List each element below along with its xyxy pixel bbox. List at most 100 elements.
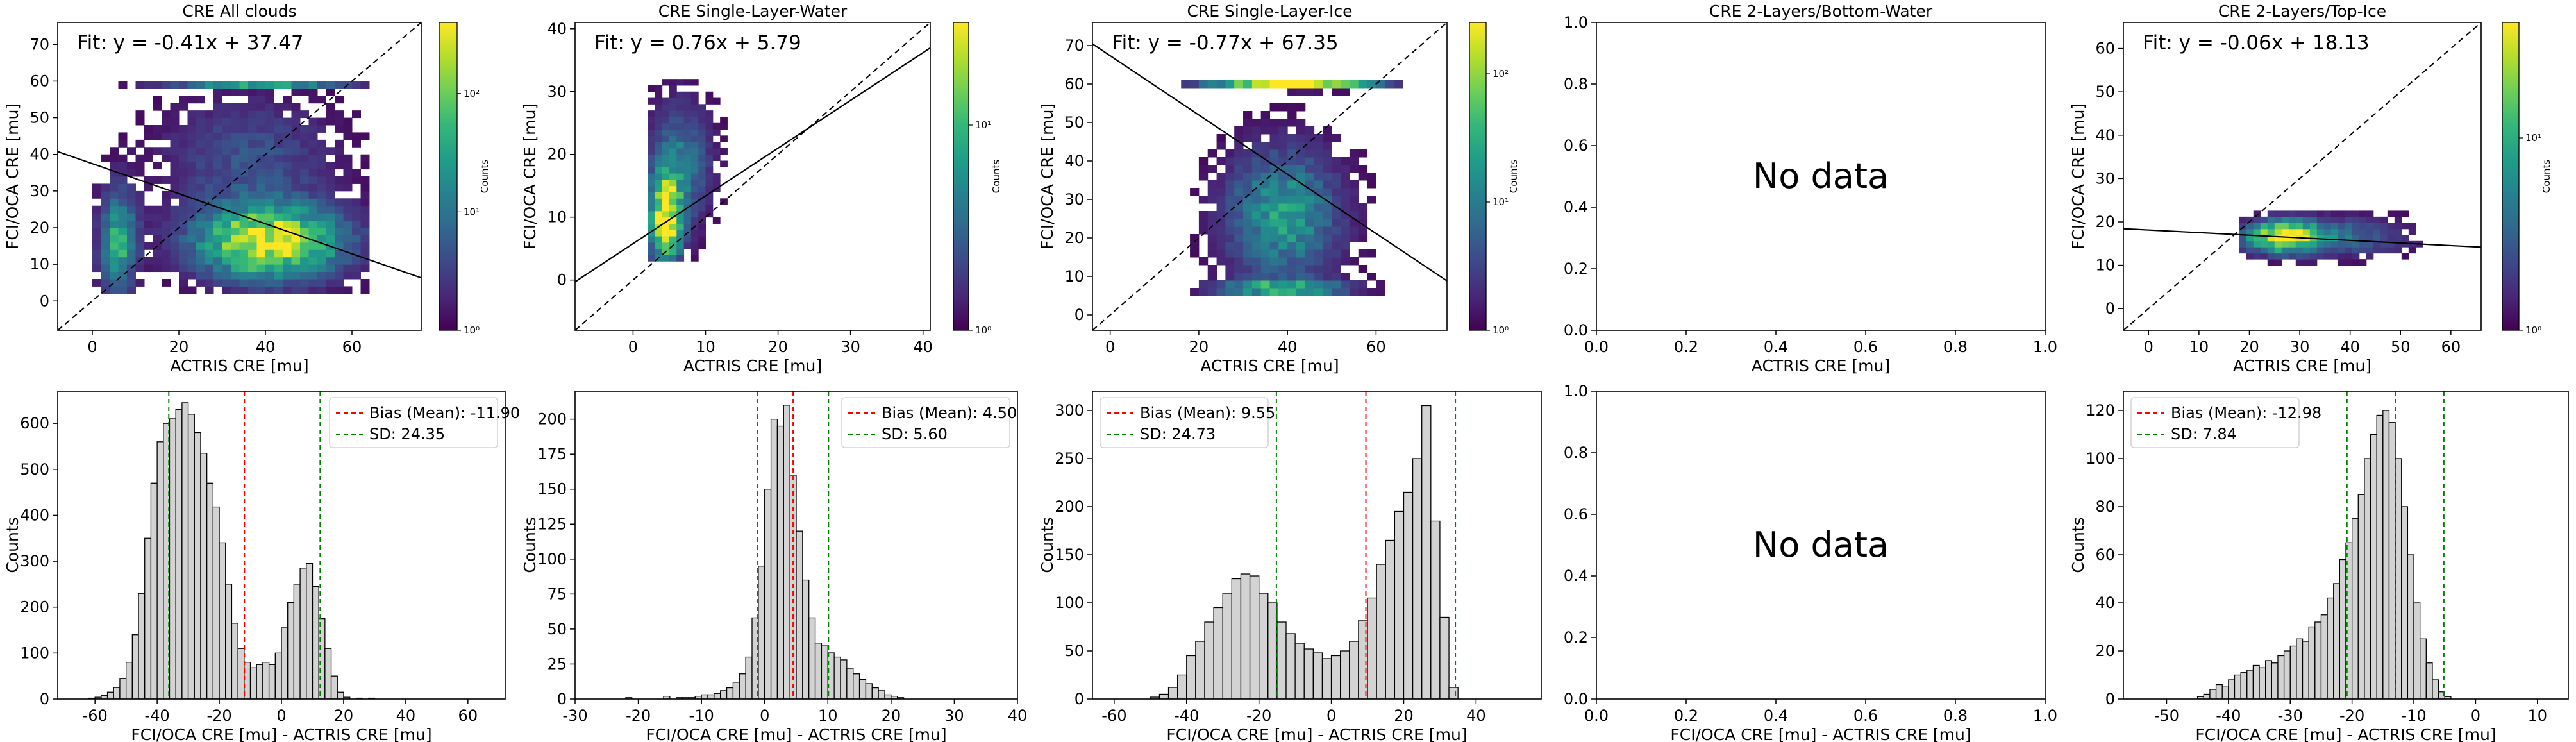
heatmap-cell [648, 217, 655, 224]
y-tick-label: 0 [40, 292, 49, 310]
heatmap-cell [265, 279, 274, 287]
heatmap-cell [1243, 203, 1253, 212]
heatmap-cell [308, 228, 318, 235]
heatmap-cell [2359, 223, 2367, 230]
y-tick-label: 1.0 [1564, 13, 1588, 31]
heatmap-cell [1216, 242, 1226, 250]
heatmap-cell [335, 235, 344, 243]
heatmap-cell [1207, 180, 1217, 189]
heatmap-cell [1323, 249, 1332, 258]
heatmap-cell [205, 183, 214, 192]
heatmap-cell [352, 257, 361, 265]
y-tick-label: 60 [29, 72, 49, 90]
heatmap-cell [655, 192, 663, 199]
heatmap-cell [648, 205, 655, 212]
heatmap-cell [690, 91, 699, 99]
heatmap-cell [1349, 219, 1359, 227]
heatmap-cell [2309, 259, 2318, 266]
heatmap-cell [343, 154, 353, 162]
heatmap-cell [1278, 288, 1288, 296]
histogram-bar [1167, 687, 1178, 699]
heatmap-cell [291, 183, 301, 192]
histogram-bar [1213, 607, 1223, 699]
heatmap-cell [265, 228, 274, 235]
heatmap-cell [343, 235, 353, 243]
y-axis-label: FCI/OCA CRE [mu] [521, 103, 539, 249]
heatmap-cell [2401, 235, 2409, 242]
heatmap-cell [222, 220, 231, 228]
heatmap-cell [326, 279, 335, 287]
heatmap-cell [162, 228, 171, 235]
heatmap-cell [291, 286, 301, 294]
heatmap-cell [283, 125, 292, 133]
heatmap-cell [705, 160, 714, 167]
histogram-bar [262, 662, 270, 699]
heatmap-cell [2330, 240, 2339, 248]
heatmap-cell [712, 97, 721, 105]
heatmap-cell [1332, 234, 1341, 242]
heatmap-cell [2309, 247, 2318, 254]
x-tick-label: 0.8 [1943, 707, 1968, 725]
heatmap-cell [2345, 235, 2353, 242]
histogram-bar [1240, 573, 1251, 699]
heatmap-cell [669, 185, 677, 192]
histogram-bar [2345, 542, 2353, 699]
heatmap-cell [698, 192, 707, 199]
heatmap-cell [1287, 257, 1297, 266]
heatmap-cell [308, 279, 318, 287]
heatmap-cell [648, 255, 655, 262]
colorbar-gradient [1469, 22, 1487, 331]
heatmap-cell [274, 147, 283, 155]
heatmap-cell [101, 183, 110, 192]
histogram-bar [2401, 506, 2409, 699]
heatmap-cell [1269, 173, 1279, 181]
heatmap-cell [300, 132, 309, 140]
heatmap-cell [1234, 273, 1244, 281]
heatmap-cell [360, 286, 370, 294]
heatmap-cell [2253, 240, 2261, 248]
heatmap-cell [2387, 223, 2395, 230]
heatmap-cell [352, 205, 361, 214]
heatmap-cell [2330, 235, 2339, 242]
heatmap-cell [1225, 257, 1235, 266]
heatmap-cell [655, 110, 663, 117]
heatmap-cell [352, 198, 361, 207]
heatmap-cell [239, 110, 249, 119]
heatmap-cell [308, 205, 318, 214]
heatmap-cell [256, 81, 266, 89]
heatmap-cell [1296, 280, 1306, 289]
heatmap-cell [1216, 280, 1226, 289]
plot-area [2123, 22, 2481, 330]
heatmap-cell [317, 117, 326, 126]
heatmap-cell [662, 79, 670, 86]
heatmap-cell [1207, 196, 1217, 204]
y-tick-label: 0 [557, 271, 567, 289]
heatmap-cell [1314, 288, 1323, 296]
heatmap-cell [2352, 228, 2360, 235]
heatmap-cell [1234, 134, 1244, 142]
histogram-bar [2283, 650, 2291, 699]
heatmap-cell [1190, 80, 1200, 89]
heatmap-cell [1243, 80, 1253, 89]
y-tick-label: 20 [1064, 229, 1084, 247]
histogram-bar [858, 679, 867, 699]
heatmap-cell [317, 96, 326, 104]
heatmap-cell [1260, 165, 1270, 173]
heatmap-cell [144, 205, 153, 214]
heatmap-cell [222, 117, 231, 126]
heatmap-cell [1358, 265, 1368, 273]
heatmap-cell [291, 154, 301, 162]
heatmap-cell [669, 154, 677, 162]
heatmap-cell [1332, 196, 1341, 204]
heatmap-cell [153, 220, 162, 228]
heatmap-cell [170, 125, 180, 133]
heatmap-cell [326, 228, 335, 235]
heatmap-cell [291, 271, 301, 280]
heatmap-cell [205, 81, 214, 89]
heatmap-cell [239, 103, 249, 111]
heatmap-cell [1198, 219, 1209, 227]
heatmap-cell [698, 135, 707, 142]
heatmap-cell [231, 249, 240, 258]
